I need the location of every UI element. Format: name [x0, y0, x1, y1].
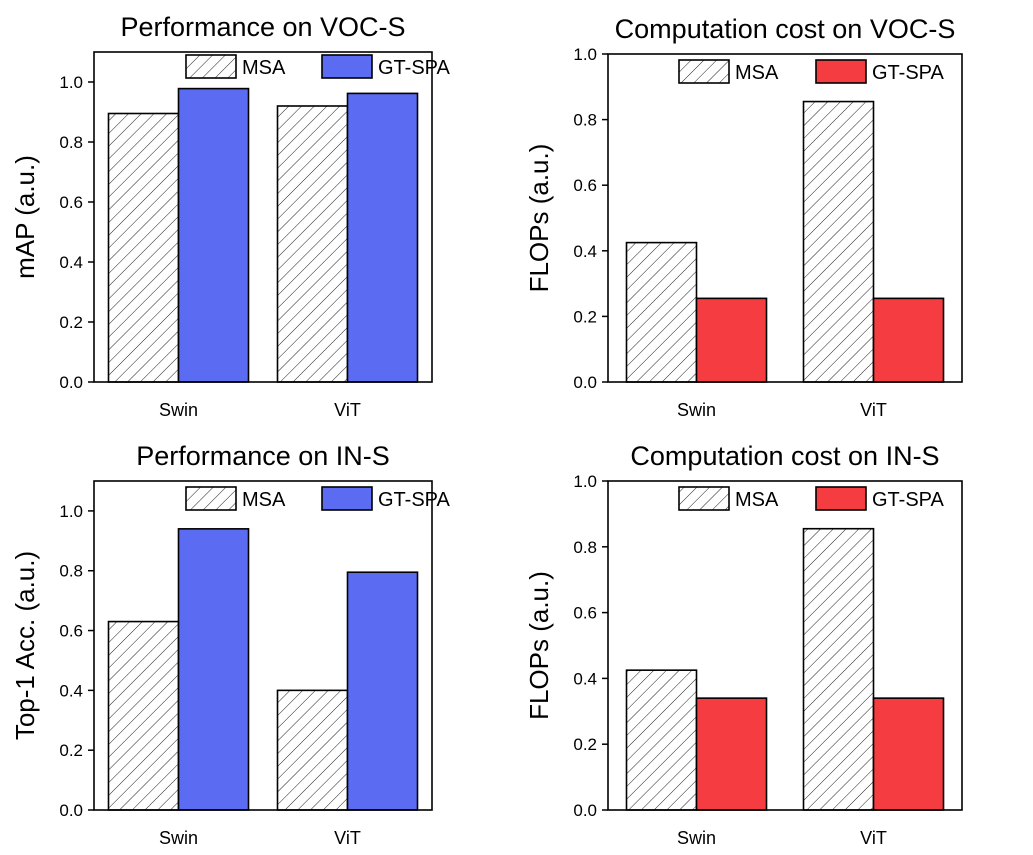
- y-tick-label: 0.4: [59, 253, 83, 272]
- y-tick-label: 0.2: [59, 313, 83, 332]
- bar-gt-spa-vit: [346, 571, 419, 811]
- y-tick-label: 0.4: [59, 681, 83, 700]
- y-tick-label: 0.8: [573, 111, 597, 130]
- chart-title: Computation cost on VOC-S: [615, 14, 956, 44]
- y-tick-label: 1.0: [59, 73, 83, 92]
- x-tick-label: ViT: [860, 828, 887, 848]
- legend-swatch-msa: [678, 486, 730, 511]
- bar-gt-spa-swin: [177, 528, 250, 811]
- bar-gt-spa-swin: [177, 87, 250, 383]
- y-tick-label: 0.6: [59, 193, 83, 212]
- x-tick-label: ViT: [860, 400, 887, 420]
- legend-swatch-msa: [185, 486, 237, 511]
- y-tick-label: 1.0: [59, 502, 83, 521]
- legend-label: GT-SPA: [872, 489, 945, 511]
- bar-msa-swin: [625, 669, 698, 811]
- bar-gt-spa-vit: [872, 297, 945, 383]
- y-axis-label: FLOPs (a.u.): [524, 144, 554, 293]
- bar-gt-spa-swin: [695, 297, 768, 383]
- plot-frame: [607, 53, 963, 383]
- legend: MSA GT-SPA: [185, 54, 451, 79]
- y-tick-label: 0.6: [573, 176, 597, 195]
- y-tick-label: 0.0: [59, 373, 83, 392]
- bar-msa-swin: [107, 620, 180, 811]
- bar-msa-swin: [107, 112, 180, 383]
- plot-frame: [93, 480, 433, 811]
- bar-msa-vit: [276, 689, 349, 811]
- y-tick-label: 0.2: [573, 735, 597, 754]
- bar-msa-swin: [625, 241, 698, 383]
- y-tick-label: 0.0: [59, 801, 83, 820]
- chart-panel-1: Performance on VOC-S mAP (a.u.) 0.0 0.2 0.4 0…: [10, 12, 451, 420]
- bar-msa-vit: [802, 100, 875, 383]
- x-tick-label: Swin: [677, 400, 716, 420]
- bar-gt-spa-swin: [695, 697, 768, 811]
- x-tick-label: Swin: [159, 400, 198, 420]
- y-tick-label: 0.0: [573, 801, 597, 820]
- y-tick-label: 0.2: [573, 307, 597, 326]
- legend-label: GT-SPA: [872, 62, 945, 84]
- chart-panel-2: Computation cost on VOC-S FLOPs (a.u.) 0.0…: [524, 14, 963, 420]
- plot-frame: [93, 51, 433, 383]
- y-tick-label: 0.8: [573, 538, 597, 557]
- y-tick-label: 0.4: [573, 669, 597, 688]
- bar-gt-spa-vit: [346, 92, 419, 383]
- x-tick-label: Swin: [159, 828, 198, 848]
- legend-label: MSA: [735, 489, 779, 511]
- y-tick-label: 0.6: [573, 604, 597, 623]
- legend-swatch-gt-spa: [815, 59, 867, 84]
- legend-label: GT-SPA: [378, 57, 451, 79]
- legend-swatch-gt-spa: [815, 486, 867, 511]
- y-axis-label: FLOPs (a.u.): [524, 571, 554, 720]
- y-tick-label: 0.8: [59, 562, 83, 581]
- chart-panel-4: Computation cost on IN-S FLOPs (a.u.) 0.0 0…: [524, 441, 963, 848]
- legend-swatch-gt-spa: [321, 486, 373, 511]
- chart-panel-3: Performance on IN-S Top-1 Acc. (a.u.) 0.0 0…: [10, 441, 451, 848]
- legend-swatch-msa: [678, 59, 730, 84]
- legend: MSA GT-SPA: [678, 59, 945, 84]
- y-tick-label: 0.0: [573, 373, 597, 392]
- legend-label: MSA: [242, 57, 286, 79]
- legend-label: GT-SPA: [378, 489, 451, 511]
- chart-title: Computation cost on IN-S: [630, 441, 939, 471]
- x-tick-label: ViT: [334, 400, 361, 420]
- y-axis-label: Top-1 Acc. (a.u.): [10, 551, 40, 740]
- legend-label: MSA: [242, 489, 286, 511]
- chart-title: Performance on VOC-S: [120, 12, 405, 42]
- x-tick-label: ViT: [334, 828, 361, 848]
- legend: MSA GT-SPA: [678, 486, 945, 511]
- legend-swatch-gt-spa: [321, 54, 373, 79]
- legend: MSA GT-SPA: [185, 486, 451, 511]
- y-tick-label: 0.2: [59, 741, 83, 760]
- y-tick-label: 1.0: [573, 472, 597, 491]
- y-tick-label: 1.0: [573, 45, 597, 64]
- bar-msa-vit: [802, 527, 875, 811]
- y-tick-label: 0.6: [59, 622, 83, 641]
- x-tick-label: Swin: [677, 828, 716, 848]
- y-tick-label: 0.4: [573, 242, 597, 261]
- y-tick-label: 0.8: [59, 133, 83, 152]
- legend-label: MSA: [735, 62, 779, 84]
- y-axis-label: mAP (a.u.): [10, 155, 40, 279]
- chart-title: Performance on IN-S: [136, 441, 390, 471]
- legend-swatch-msa: [185, 54, 237, 79]
- bar-gt-spa-vit: [872, 697, 945, 811]
- bar-msa-vit: [276, 105, 349, 383]
- plot-frame: [607, 480, 963, 811]
